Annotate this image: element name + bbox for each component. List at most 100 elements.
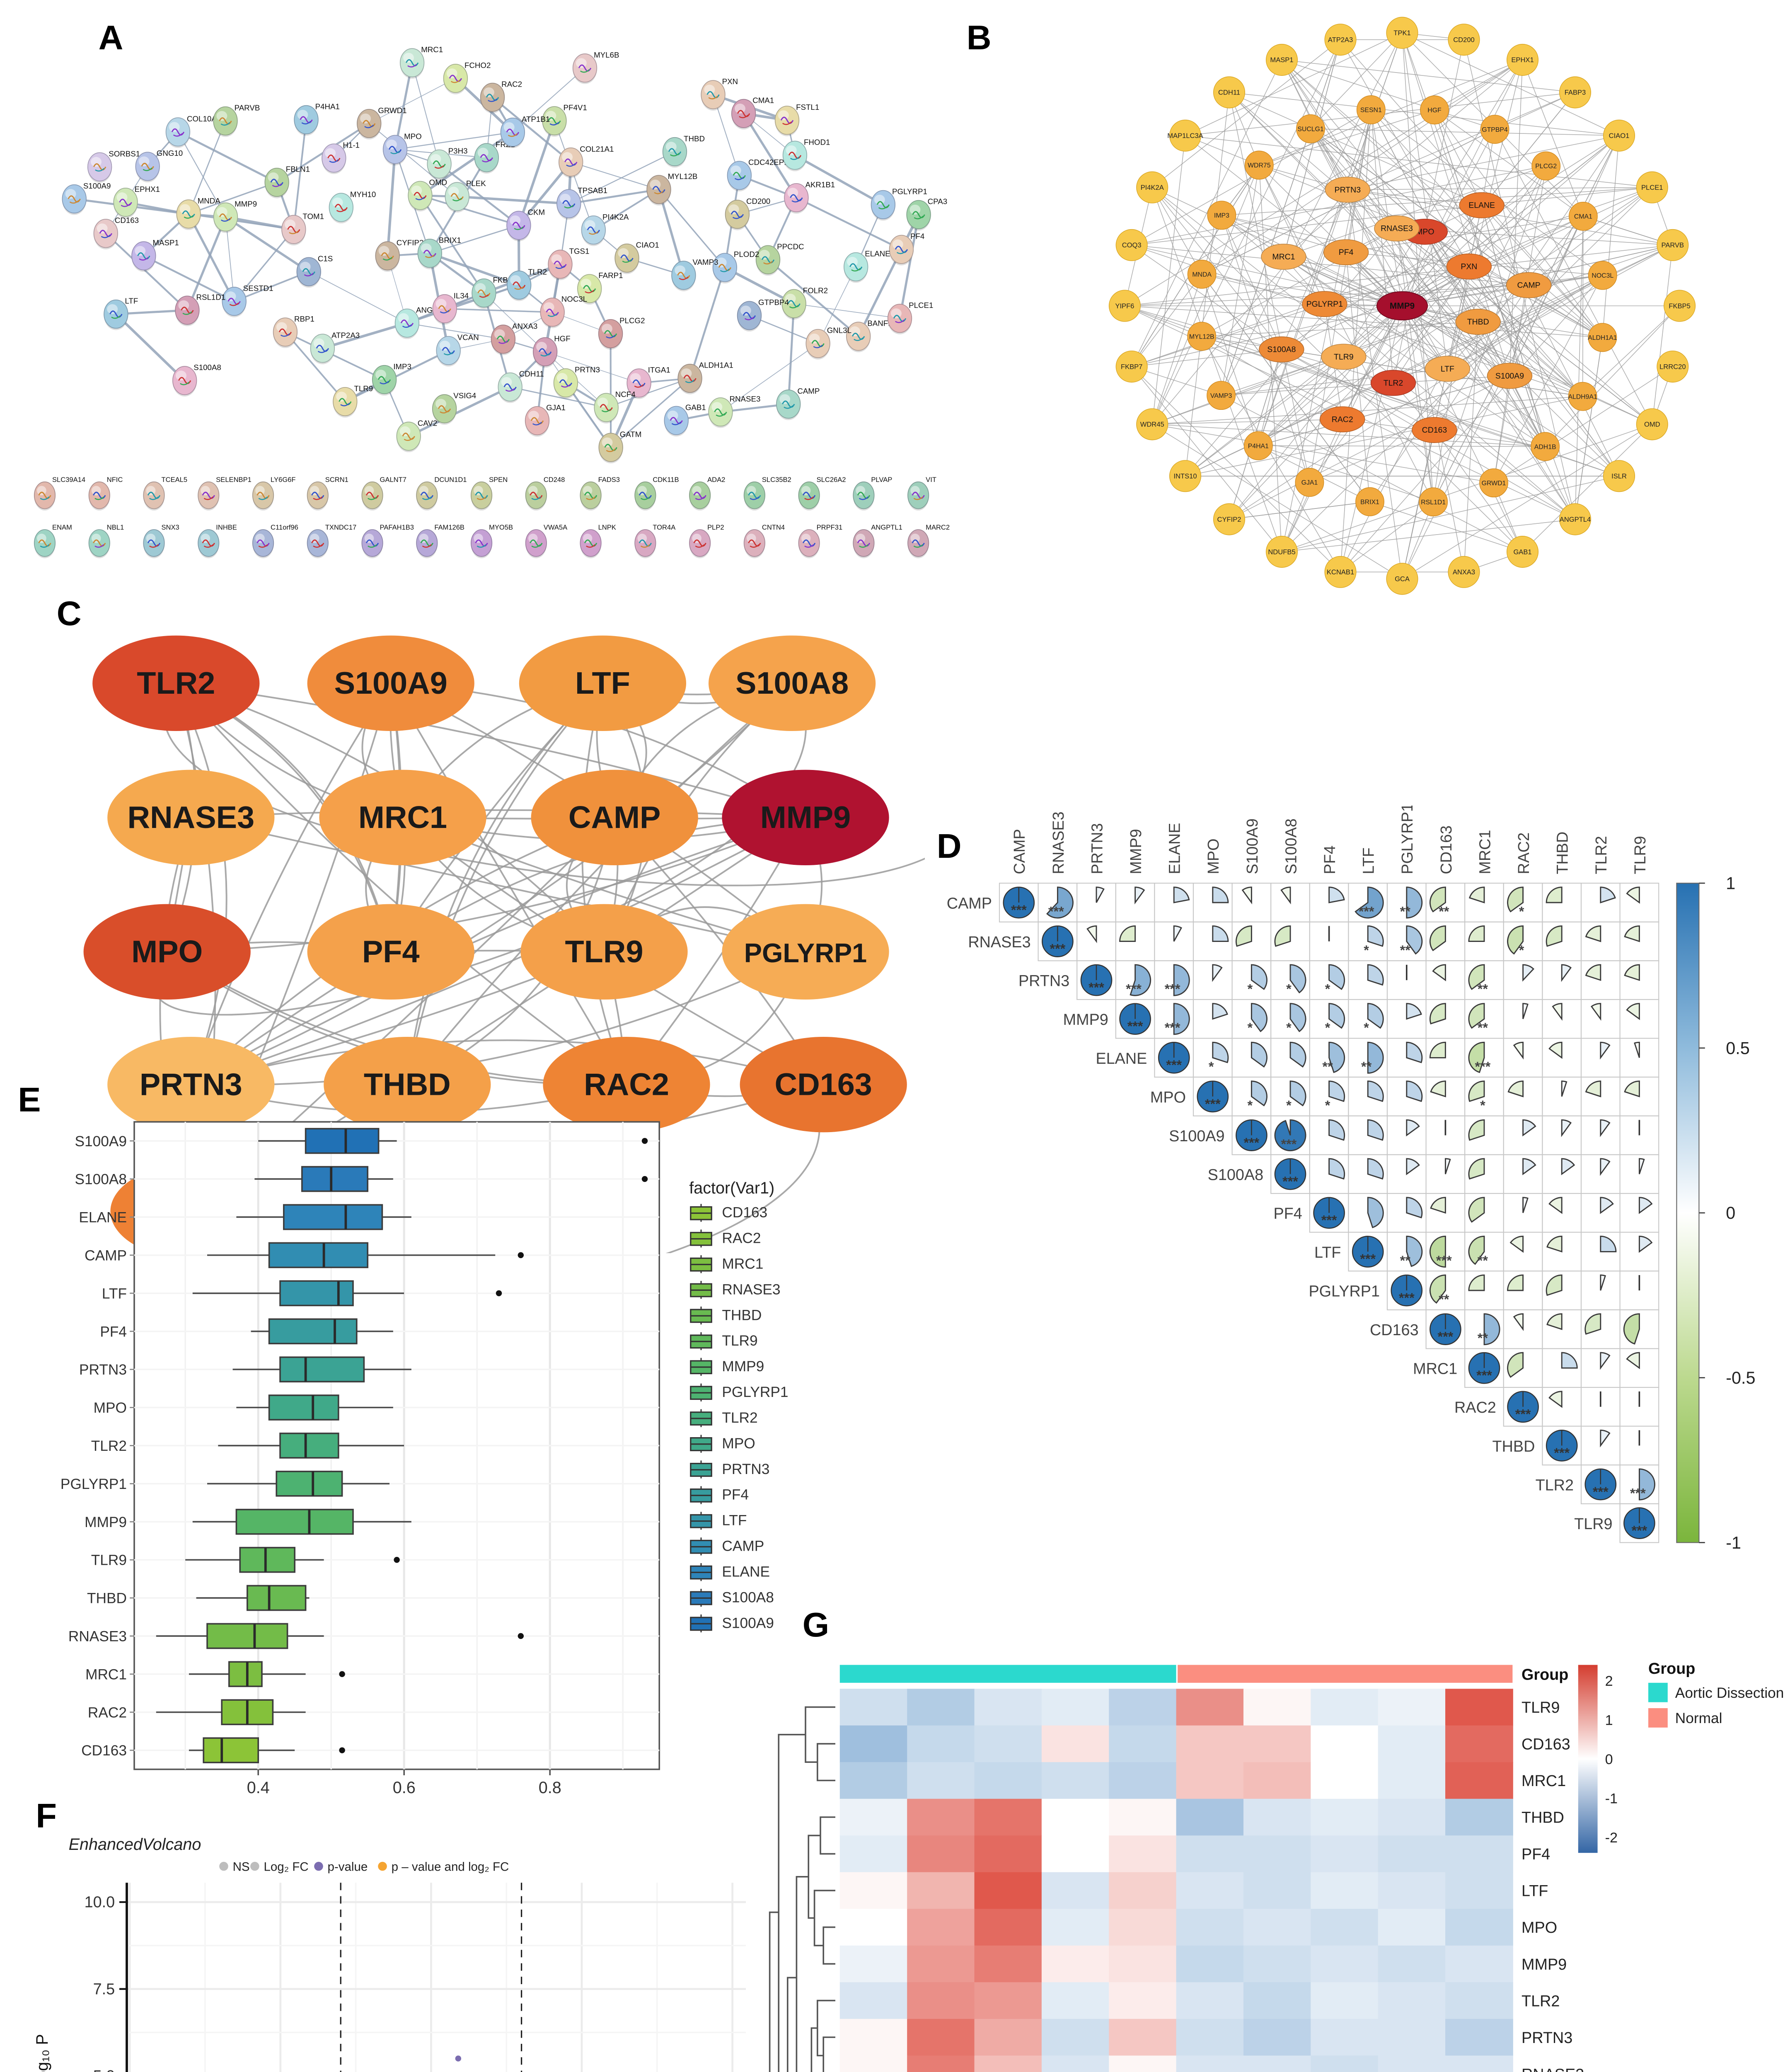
svg-text:TLR9: TLR9	[354, 384, 373, 393]
svg-text:PLCG2: PLCG2	[619, 316, 645, 325]
svg-text:TXNDC17: TXNDC17	[325, 523, 356, 531]
svg-text:1: 1	[1726, 874, 1735, 893]
hub-gene-nodes: TLR2 S100A9 LTF S100A8 RNASE3 MRC1 CAMP MMP9 MPO…	[83, 635, 907, 1253]
svg-text:CMA1: CMA1	[752, 96, 774, 105]
svg-text:0: 0	[1726, 1203, 1735, 1222]
svg-text:GRWD1: GRWD1	[1482, 480, 1506, 487]
box-row-MMP9	[192, 1508, 411, 1535]
svg-text:GNG10: GNG10	[157, 149, 183, 157]
svg-text:PF4: PF4	[1273, 1205, 1302, 1222]
svg-text:S100A8: S100A8	[1282, 818, 1300, 874]
svg-text:ANXA3: ANXA3	[512, 322, 537, 330]
svg-text:***: ***	[1166, 1058, 1182, 1072]
svg-text:FADS3: FADS3	[598, 476, 620, 484]
svg-text:CD163: CD163	[775, 1067, 872, 1102]
panel-b-circular-network: TPK1 CD200 EPHX1 FABP3 CIAO1 PLCE1 PARVB FKBP5 L…	[984, 0, 1790, 597]
svg-text:Log₂ FC: Log₂ FC	[264, 1860, 308, 1874]
pG-svg: Group TLR9 CD163 MRC1 THBD PF4 LTF MPO MMP9 TLR2 P…	[769, 1660, 1784, 2072]
pD-svg: CAMP CAMP RNASE3 RNASE3 PRTN3 PRTN3 MMP9 MMP9 EL…	[947, 806, 1756, 1552]
svg-text:CAMP: CAMP	[947, 895, 992, 912]
svg-text:***: ***	[1475, 1059, 1490, 1074]
svg-text:0.5: 0.5	[1726, 1038, 1750, 1058]
svg-text:RAC2: RAC2	[1332, 415, 1353, 424]
svg-text:Normal: Normal	[1675, 1710, 1722, 1726]
svg-text:-0.5: -0.5	[1726, 1368, 1755, 1387]
svg-text:MASP1: MASP1	[1270, 56, 1293, 64]
svg-text:PPCDC: PPCDC	[777, 242, 804, 251]
svg-text:NDUFB5: NDUFB5	[1268, 548, 1295, 556]
svg-text:PXN: PXN	[722, 77, 738, 86]
svg-text:Aortic Dissection: Aortic Dissection	[1675, 1685, 1784, 1701]
svg-text:IL34: IL34	[454, 291, 469, 300]
svg-text:ADH1B: ADH1B	[1534, 443, 1556, 450]
svg-text:RAC2: RAC2	[722, 1230, 761, 1247]
box-row-RAC2	[156, 1699, 306, 1726]
svg-text:CYFIP2: CYFIP2	[1217, 516, 1241, 523]
panel-g-heatmap: Group TLR9 CD163 MRC1 THBD PF4 LTF MPO MMP9 TLR2 P…	[753, 1611, 1790, 2072]
svg-text:*: *	[1286, 982, 1292, 997]
svg-text:MRC1: MRC1	[1522, 1772, 1566, 1790]
svg-text:CIAO1: CIAO1	[636, 241, 659, 249]
svg-text:THBD: THBD	[1492, 1438, 1535, 1455]
svg-text:CD163: CD163	[1422, 426, 1447, 435]
legend-item-CAMP: CAMP	[690, 1537, 764, 1556]
svg-text:GJA1: GJA1	[1301, 479, 1318, 487]
svg-text:FBLN1: FBLN1	[286, 165, 310, 174]
svg-text:SLC39A14: SLC39A14	[52, 476, 85, 484]
svg-text:ADA2: ADA2	[707, 476, 725, 484]
svg-text:*: *	[1247, 1020, 1253, 1035]
svg-text:ATP1B1: ATP1B1	[522, 115, 550, 123]
svg-text:OMD: OMD	[429, 178, 448, 186]
svg-text:PLOD2: PLOD2	[734, 250, 759, 259]
string-cluster-nodes: FBLN1OMDVSIG4C1SFRZBMASP1PPCDCFOLR2FKBP7…	[34, 45, 950, 559]
svg-text:PF4: PF4	[722, 1487, 749, 1503]
svg-text:THBD: THBD	[1522, 1809, 1564, 1827]
svg-text:**: **	[1478, 1253, 1488, 1268]
svg-text:FKBP5: FKBP5	[1669, 302, 1690, 310]
svg-text:**: **	[1478, 982, 1488, 997]
box-row-MRC1	[189, 1661, 345, 1687]
svg-text:CAMP: CAMP	[568, 800, 661, 835]
svg-text:PF4: PF4	[362, 934, 420, 969]
svg-text:***: ***	[1359, 904, 1374, 919]
legend-item-ELANE: ELANE	[690, 1563, 770, 1581]
svg-text:*: *	[1480, 1098, 1485, 1113]
box-row-CD163	[189, 1737, 345, 1763]
svg-text:PLP2: PLP2	[707, 523, 724, 531]
svg-text:PLEK: PLEK	[466, 179, 486, 188]
svg-text:**: **	[1322, 1059, 1333, 1074]
svg-text:7.5: 7.5	[93, 1980, 115, 1998]
svg-text:TCEAL5: TCEAL5	[162, 476, 188, 484]
svg-text:CAV2: CAV2	[418, 419, 437, 427]
svg-text:DCUN1D1: DCUN1D1	[434, 476, 467, 484]
svg-text:ALDH1A1: ALDH1A1	[699, 361, 733, 370]
svg-text:FCHO2: FCHO2	[464, 61, 491, 70]
svg-text:CKM: CKM	[528, 208, 545, 217]
svg-text:H1-1: H1-1	[343, 140, 360, 149]
svg-text:VCAN: VCAN	[457, 333, 479, 342]
svg-text:RNASE3: RNASE3	[1381, 224, 1413, 233]
svg-text:MAP1LC3A: MAP1LC3A	[1167, 132, 1203, 140]
pB-svg: TPK1 CD200 EPHX1 FABP3 CIAO1 PLCE1 PARVB FKBP5 L…	[1108, 17, 1696, 595]
svg-text:THBD: THBD	[87, 1590, 127, 1607]
svg-text:PRTN3: PRTN3	[1335, 185, 1361, 194]
svg-text:LTF: LTF	[125, 297, 138, 305]
svg-text:MRC1: MRC1	[421, 45, 443, 54]
svg-text:RAC2: RAC2	[88, 1704, 127, 1721]
svg-text:*: *	[1325, 982, 1330, 997]
svg-text:MRC1: MRC1	[358, 800, 447, 835]
svg-text:LTF: LTF	[722, 1513, 747, 1529]
svg-text:THBD: THBD	[1467, 317, 1489, 327]
svg-text:*: *	[1247, 982, 1253, 997]
svg-text:PGLYRP1: PGLYRP1	[744, 938, 867, 968]
svg-text:RAC2: RAC2	[584, 1067, 669, 1102]
box-row-MPO	[236, 1394, 393, 1421]
svg-text:RAC2: RAC2	[501, 80, 522, 89]
corr-cells: *** *** *** ** ** **** * ** **** *** *** * * * ***** **…	[1003, 886, 1655, 1539]
svg-text:RNASE3: RNASE3	[127, 800, 254, 835]
svg-text:THBD: THBD	[722, 1307, 762, 1323]
svg-text:MYH10: MYH10	[350, 190, 376, 198]
svg-text:PARVB: PARVB	[235, 104, 260, 112]
svg-text:TLR2: TLR2	[137, 666, 215, 701]
svg-text:LTF: LTF	[1441, 364, 1454, 373]
